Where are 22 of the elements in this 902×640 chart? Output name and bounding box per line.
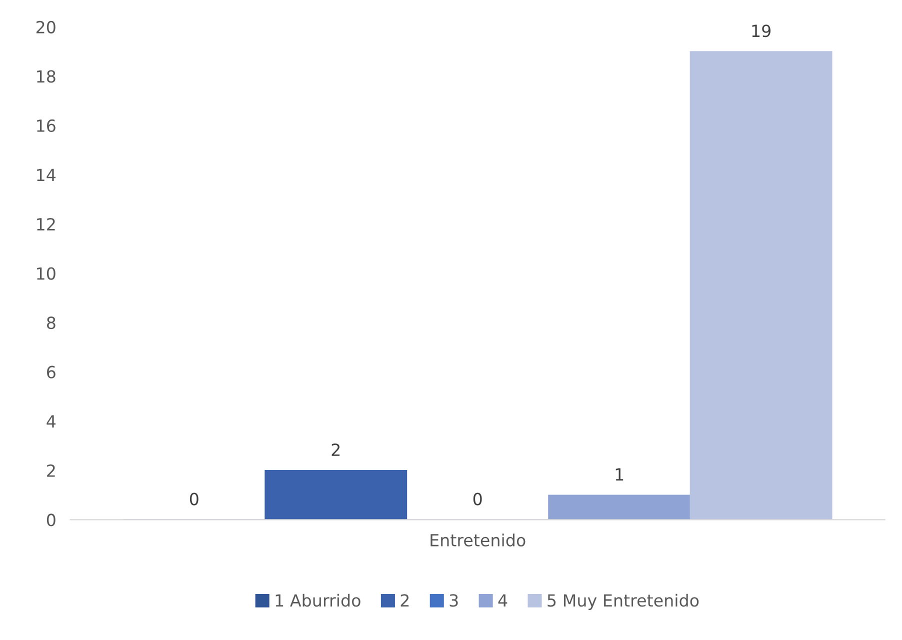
y-tick-label: 2 bbox=[47, 464, 55, 477]
legend-label: 3 bbox=[450, 594, 458, 607]
legend-label: 1 Aburrido bbox=[276, 594, 360, 607]
data-label: 0 bbox=[190, 492, 198, 506]
y-tick-label: 8 bbox=[46, 316, 56, 330]
data-label: 0 bbox=[473, 492, 482, 506]
data-label: 19 bbox=[752, 24, 770, 38]
y-tick-label: 0 bbox=[46, 514, 56, 526]
y-tick-label: 20 bbox=[36, 20, 56, 34]
y-tick-label: 4 bbox=[46, 415, 56, 428]
legend-label: 4 bbox=[498, 594, 508, 606]
y-tick-label: 10 bbox=[37, 267, 56, 280]
data-label: 2 bbox=[332, 443, 340, 456]
data-label: 1 bbox=[616, 468, 624, 480]
legend-label: 5 Muy Entretenido bbox=[548, 594, 699, 610]
y-tick-label: 18 bbox=[37, 70, 56, 83]
x-tick-label: Entretenido bbox=[430, 534, 526, 546]
y-tick-label: 16 bbox=[37, 119, 56, 132]
y-tick-label: 12 bbox=[37, 218, 55, 230]
legend-label: 2 bbox=[400, 594, 409, 606]
y-tick-label: 6 bbox=[47, 366, 56, 378]
y-tick-label: 14 bbox=[37, 168, 56, 182]
